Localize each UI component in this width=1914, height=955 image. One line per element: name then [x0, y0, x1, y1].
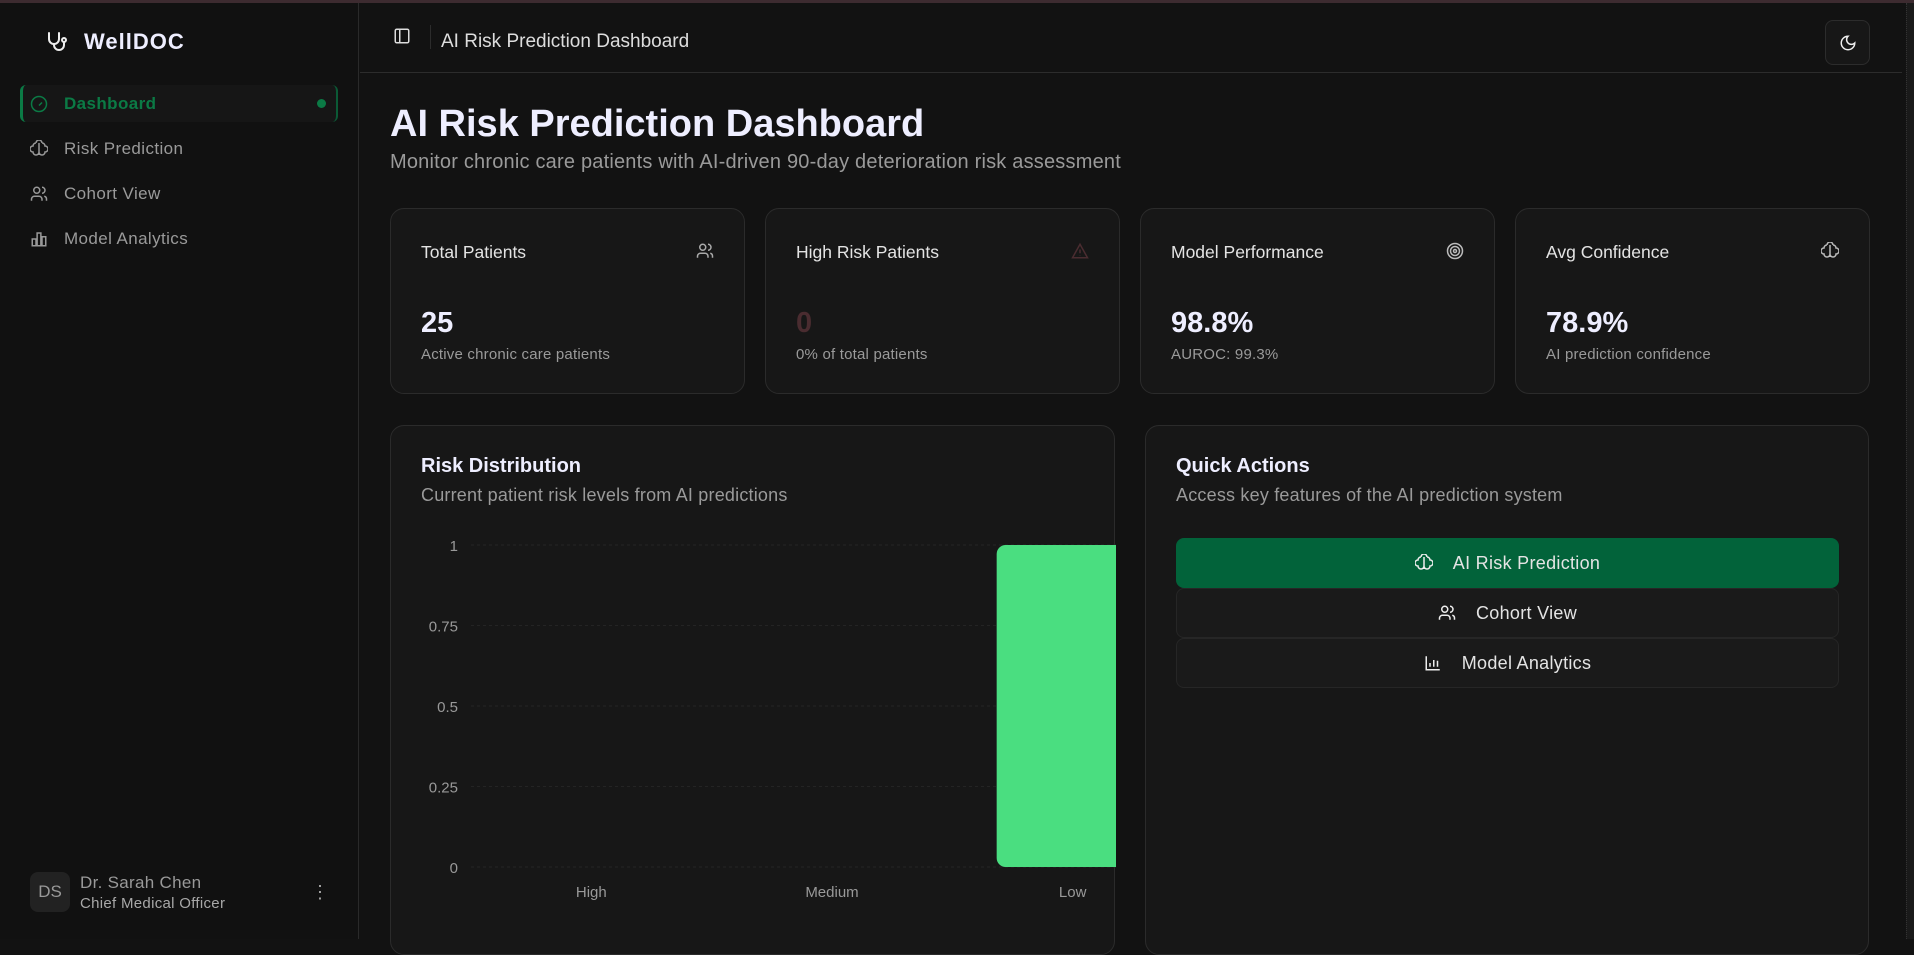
app-name: WellDOC	[84, 29, 185, 54]
moon-icon	[1840, 34, 1856, 50]
brain-icon	[1414, 554, 1433, 570]
sidebar-item-label: Model Analytics	[64, 228, 189, 248]
stat-title: Avg Confidence	[1546, 242, 1670, 262]
header-title: AI Risk Prediction Dashboard	[441, 31, 690, 52]
gauge-icon	[30, 95, 48, 112]
stat-card-high-risk: High Risk Patients 0 0% of total patient…	[765, 208, 1120, 394]
risk-distribution-panel: Risk Distribution Current patient risk l…	[390, 425, 1116, 955]
bar-chart-icon	[1425, 656, 1440, 671]
users-icon	[1438, 605, 1456, 620]
more-vertical-icon[interactable]: ⋮	[311, 882, 329, 902]
stat-value: 0	[796, 307, 813, 339]
y-tick-label: 0	[450, 860, 458, 877]
page-title: AI Risk Prediction Dashboard	[390, 103, 925, 145]
window-top-border	[0, 0, 1914, 3]
y-tick-label: 0.5	[437, 699, 458, 716]
model-analytics-button[interactable]: Model Analytics	[1176, 638, 1839, 688]
cohort-view-button[interactable]: Cohort View	[1176, 588, 1839, 638]
logo[interactable]: WellDOC	[44, 29, 185, 55]
stat-subtext: 0% of total patients	[796, 346, 928, 363]
sidebar-item-model-analytics[interactable]: Model Analytics	[20, 220, 338, 257]
user-profile[interactable]: DS Dr. Sarah Chen Chief Medical Officer …	[30, 872, 330, 912]
y-tick-label: 0.25	[429, 780, 458, 797]
y-tick-label: 1	[450, 538, 458, 555]
x-tick-label: High	[576, 884, 607, 901]
sidebar-item-dashboard[interactable]: Dashboard	[20, 85, 338, 122]
ai-risk-prediction-button[interactable]: AI Risk Prediction	[1176, 538, 1839, 588]
sidebar-item-label: Cohort View	[64, 183, 161, 203]
panel-title: Quick Actions	[1176, 455, 1310, 477]
header-divider	[430, 25, 431, 49]
brain-icon	[30, 139, 48, 156]
stat-value: 98.8%	[1171, 307, 1254, 339]
x-tick-label: Low	[1059, 884, 1087, 901]
panel-title: Risk Distribution	[421, 455, 582, 477]
users-icon	[696, 243, 714, 258]
target-icon	[1446, 242, 1464, 260]
sidebar-item-cohort-view[interactable]: Cohort View	[20, 175, 338, 212]
stat-value: 78.9%	[1546, 307, 1629, 339]
avatar: DS	[30, 872, 70, 912]
stat-subtext: Active chronic care patients	[421, 346, 611, 363]
active-indicator-dot	[317, 99, 326, 108]
bar-low	[996, 545, 1116, 867]
sidebar: WellDOC Dashboard Risk Prediction Cohort…	[0, 3, 359, 939]
alert-triangle-icon	[1071, 242, 1089, 259]
y-tick-label: 0.75	[429, 619, 458, 636]
panel-subtitle: Current patient risk levels from AI pred…	[421, 485, 788, 505]
sidebar-item-risk-prediction[interactable]: Risk Prediction	[20, 130, 338, 167]
user-role: Chief Medical Officer	[80, 894, 226, 912]
stat-card-total-patients: Total Patients 25 Active chronic care pa…	[390, 208, 745, 394]
quick-actions-panel: Quick Actions Access key features of the…	[1145, 425, 1869, 955]
stat-title: Model Performance	[1171, 242, 1324, 262]
sidebar-item-label: Dashboard	[64, 93, 157, 113]
button-label: Cohort View	[1475, 602, 1578, 623]
panel-left-icon	[394, 28, 410, 44]
page-subtitle: Monitor chronic care patients with AI-dr…	[390, 151, 1121, 173]
stat-title: Total Patients	[421, 242, 527, 262]
scrollbar[interactable]	[1906, 3, 1914, 939]
button-label: AI Risk Prediction	[1452, 552, 1601, 573]
header: AI Risk Prediction Dashboard	[360, 3, 1902, 73]
brain-icon	[1821, 242, 1839, 258]
panel-subtitle: Access key features of the AI prediction…	[1176, 485, 1563, 505]
sidebar-toggle-button[interactable]	[393, 27, 411, 50]
stat-card-model-performance: Model Performance 98.8% AUROC: 99.3%	[1140, 208, 1495, 394]
risk-distribution-chart: 0 0.25 0.5 0.75 1 High Medium Low	[429, 538, 1116, 901]
stat-subtext: AUROC: 99.3%	[1171, 346, 1279, 363]
stat-value: 25	[421, 307, 454, 339]
stat-card-avg-confidence: Avg Confidence 78.9% AI prediction confi…	[1515, 208, 1870, 394]
bar-chart-icon	[31, 231, 47, 246]
stat-title: High Risk Patients	[796, 242, 939, 262]
users-icon	[30, 186, 48, 201]
sidebar-item-label: Risk Prediction	[64, 138, 184, 158]
user-name: Dr. Sarah Chen	[80, 872, 202, 892]
stat-subtext: AI prediction confidence	[1546, 346, 1711, 363]
stethoscope-icon	[48, 32, 67, 51]
theme-toggle-button[interactable]	[1825, 20, 1870, 65]
sidebar-nav: Dashboard Risk Prediction Cohort View Mo…	[20, 85, 338, 265]
x-tick-label: Medium	[805, 884, 858, 901]
button-label: Model Analytics	[1461, 652, 1592, 673]
